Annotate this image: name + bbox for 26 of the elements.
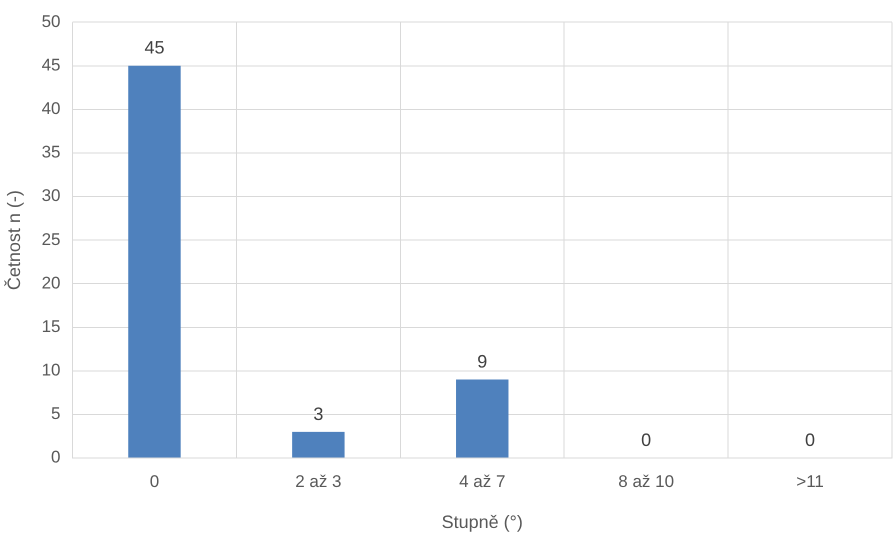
- x-tick-label: 8 až 10: [618, 472, 674, 491]
- y-tick-label: 5: [51, 404, 61, 424]
- bar: [456, 380, 508, 458]
- data-label: 0: [805, 430, 816, 450]
- data-label: 0: [641, 430, 652, 450]
- y-tick-label: 30: [42, 186, 61, 206]
- y-tick-label: 10: [42, 360, 61, 380]
- x-tick-label: 4 až 7: [459, 472, 506, 491]
- y-axis-title: Četnost n (-): [4, 190, 24, 290]
- y-tick-label: 35: [42, 142, 61, 162]
- y-tick-label: 25: [42, 230, 61, 249]
- data-label: 45: [144, 38, 164, 58]
- bar: [292, 432, 345, 458]
- y-tick-label: 20: [42, 273, 61, 292]
- y-tick-label: 50: [42, 12, 61, 31]
- bar: [128, 66, 181, 458]
- y-tick-label: 15: [42, 316, 61, 336]
- data-label: 9: [477, 352, 488, 372]
- x-tick-label: 0: [150, 472, 160, 491]
- x-tick-label: >11: [796, 472, 824, 491]
- y-tick-label: 0: [51, 448, 61, 467]
- y-tick-label: 45: [42, 55, 61, 74]
- x-axis-title: Stupně (°): [442, 512, 523, 532]
- data-label: 3: [313, 404, 324, 424]
- y-tick-label: 40: [42, 99, 61, 118]
- x-tick-label: 2 až 3: [295, 472, 342, 491]
